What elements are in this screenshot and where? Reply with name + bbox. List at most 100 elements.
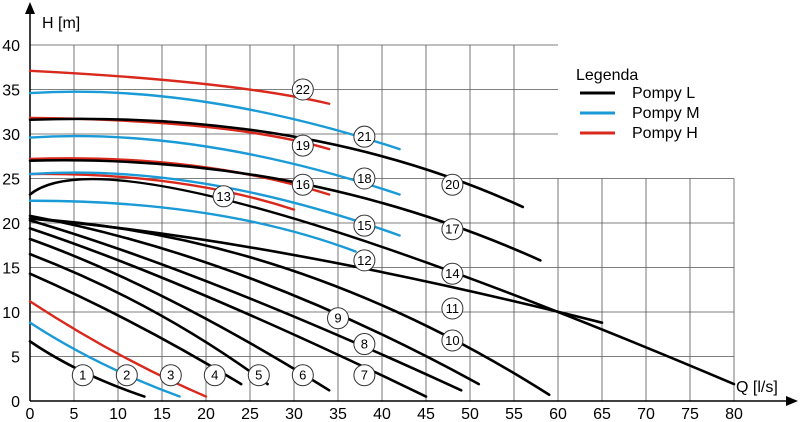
pump-curve-13 bbox=[28, 172, 296, 211]
curve-label-circle bbox=[212, 185, 235, 208]
curve-label-2: 2 bbox=[115, 364, 138, 387]
curve-label-10: 10 bbox=[441, 329, 464, 352]
legend-entry: Pompy L bbox=[580, 85, 695, 102]
curve-label-text: 8 bbox=[361, 337, 368, 352]
curve-label-14: 14 bbox=[441, 262, 464, 285]
curve-label-6: 6 bbox=[291, 364, 314, 387]
y-tick-label: 5 bbox=[11, 350, 20, 367]
curve-label-text: 19 bbox=[296, 138, 310, 153]
curve-label-circle bbox=[353, 333, 376, 356]
pump-curve-15 bbox=[28, 171, 401, 237]
x-tick-label: 0 bbox=[26, 406, 35, 422]
curve-label-text: 2 bbox=[123, 368, 130, 383]
legend-entry: Pompy H bbox=[580, 125, 698, 142]
grid bbox=[30, 44, 735, 401]
x-tick-label: 15 bbox=[153, 406, 171, 422]
y-tick-label: 0 bbox=[11, 394, 20, 411]
curve-label-11: 11 bbox=[441, 297, 464, 320]
curve-label-8: 8 bbox=[353, 333, 376, 356]
curve-label-17: 17 bbox=[441, 218, 464, 241]
curve-label-text: 20 bbox=[445, 177, 459, 192]
y-tick-labels: 0 5 10 15 20 25 30 35 40 bbox=[2, 38, 20, 411]
pump-curve-9 bbox=[28, 214, 481, 386]
curve-label-18: 18 bbox=[353, 167, 376, 190]
legend: Legenda Pompy L Pompy M Pompy H bbox=[576, 67, 700, 142]
x-tick-label: 5 bbox=[70, 406, 79, 422]
pump-curve-18 bbox=[28, 134, 401, 196]
y-axis-arrow bbox=[25, 2, 35, 14]
axes bbox=[25, 2, 798, 406]
x-tick-label: 60 bbox=[549, 406, 567, 422]
pump-curve-12 bbox=[28, 199, 357, 253]
pump-curve-8 bbox=[28, 219, 463, 392]
curve-label-circle bbox=[247, 364, 270, 387]
curve-label-5: 5 bbox=[247, 364, 270, 387]
curve-label-circle bbox=[291, 364, 314, 387]
y-tick-label: 20 bbox=[2, 216, 20, 233]
curve-label-circle bbox=[71, 364, 94, 387]
curve-label-text: 4 bbox=[211, 368, 218, 383]
curve-label-text: 5 bbox=[255, 368, 262, 383]
legend-label: Pompy L bbox=[632, 85, 695, 102]
x-axis-arrow bbox=[786, 396, 798, 406]
curve-label-circle bbox=[115, 364, 138, 387]
x-tick-label: 75 bbox=[681, 406, 699, 422]
x-tick-label: 25 bbox=[241, 406, 259, 422]
pump-curve-20 bbox=[28, 117, 525, 209]
curve-label-9: 9 bbox=[327, 307, 349, 330]
x-tick-label: 35 bbox=[329, 406, 347, 422]
curve-label-circle bbox=[291, 173, 314, 196]
x-tick-label: 50 bbox=[461, 406, 479, 422]
curve-label-circle bbox=[291, 78, 314, 101]
y-tick-label: 40 bbox=[2, 38, 20, 55]
legend-title: Legenda bbox=[576, 67, 638, 84]
pump-curve-2 bbox=[28, 321, 181, 398]
pump-curve-21 bbox=[28, 90, 401, 151]
curve-label-text: 13 bbox=[216, 189, 230, 204]
x-tick-label: 55 bbox=[505, 406, 523, 422]
y-tick-label: 35 bbox=[2, 83, 20, 100]
legend-entry: Pompy M bbox=[580, 105, 700, 122]
curve-label-16: 16 bbox=[291, 173, 314, 196]
curve-label-1: 1 bbox=[71, 364, 94, 387]
curve-label-text: 18 bbox=[357, 171, 371, 186]
pump-curve-6 bbox=[28, 237, 331, 392]
x-axis-label: Q [l/s] bbox=[736, 379, 778, 396]
y-tick-label: 15 bbox=[2, 261, 20, 278]
curve-label-text: 11 bbox=[446, 301, 460, 316]
pump-curve-5 bbox=[28, 252, 269, 386]
curve-label-text: 21 bbox=[357, 129, 371, 144]
x-tick-label: 65 bbox=[593, 406, 611, 422]
curve-label-circle bbox=[353, 364, 376, 387]
curve-label-text: 16 bbox=[296, 177, 310, 192]
pump-curve-3 bbox=[28, 300, 208, 398]
x-tick-label: 70 bbox=[637, 406, 655, 422]
curve-label-text: 9 bbox=[334, 311, 341, 326]
curve-label-20: 20 bbox=[441, 173, 464, 196]
curve-label-circle bbox=[441, 262, 464, 285]
curve-label-circle bbox=[441, 218, 464, 241]
curve-label-text: 7 bbox=[361, 368, 368, 383]
curve-label-circle bbox=[353, 167, 376, 190]
curve-label-circle bbox=[203, 364, 226, 387]
x-tick-label: 10 bbox=[109, 406, 127, 422]
legend-label: Pompy M bbox=[632, 105, 700, 122]
curve-label-text: 10 bbox=[445, 333, 459, 348]
x-tick-labels: 0 5 10 15 20 25 30 35 40 45 50 55 60 65 70 75 80 bbox=[26, 406, 743, 422]
pump-curve-11 bbox=[28, 217, 604, 324]
pump-curve-14 bbox=[28, 177, 736, 386]
curve-label-circle bbox=[441, 329, 464, 352]
curve-label-circle bbox=[441, 297, 464, 320]
y-tick-label: 25 bbox=[2, 172, 20, 189]
curve-label-text: 3 bbox=[167, 368, 174, 383]
x-tick-label: 40 bbox=[373, 406, 391, 422]
x-tick-label: 45 bbox=[417, 406, 435, 422]
curve-label-7: 7 bbox=[353, 364, 376, 387]
curve-label-circle bbox=[291, 134, 314, 157]
curve-label-text: 1 bbox=[79, 368, 86, 383]
curve-label-text: 17 bbox=[445, 222, 459, 237]
y-tick-label: 30 bbox=[2, 127, 20, 144]
curve-label-22: 22 bbox=[291, 78, 314, 101]
curve-label-13: 13 bbox=[212, 185, 235, 208]
